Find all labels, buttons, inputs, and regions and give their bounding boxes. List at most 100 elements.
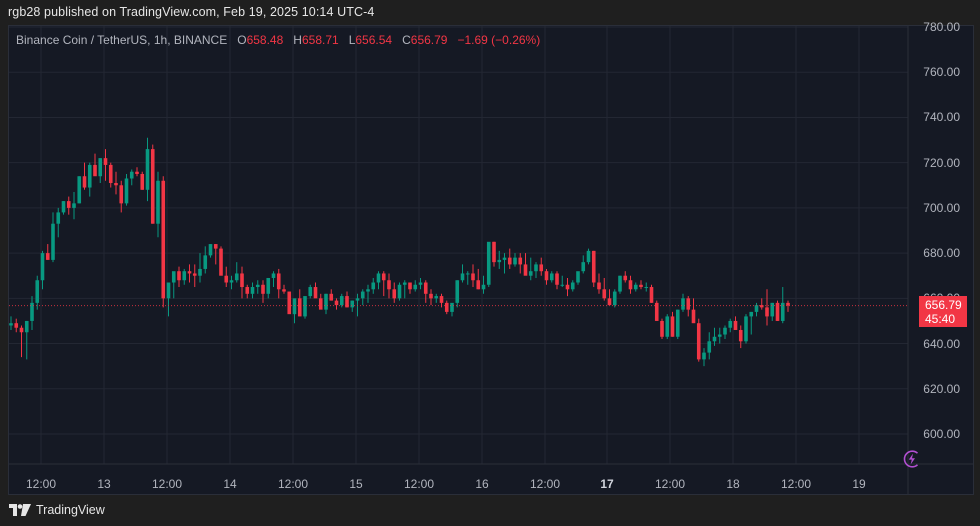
candle [14, 318, 19, 333]
candle [744, 314, 748, 344]
candle [528, 257, 533, 281]
time-tick-label: 18 [726, 477, 740, 491]
candle [108, 162, 113, 188]
candle [639, 280, 643, 290]
time-tick-label: 12:00 [654, 477, 686, 491]
candle [171, 271, 176, 299]
tradingview-logo[interactable]: TradingView [9, 503, 105, 517]
time-tick-label: 12:00 [529, 477, 561, 491]
candle [612, 289, 617, 308]
candle [738, 325, 743, 349]
candle [245, 284, 250, 299]
candle [381, 271, 386, 297]
candle [40, 250, 45, 290]
candle [786, 300, 790, 312]
candle [429, 289, 433, 306]
candle [544, 268, 549, 285]
candle [465, 271, 470, 285]
candle [276, 268, 281, 299]
time-tick-label: 19 [852, 477, 866, 491]
candle [30, 296, 34, 330]
price-tick-label: 680.00 [923, 246, 960, 261]
candle [129, 169, 134, 186]
candle [570, 280, 575, 292]
candle [780, 287, 785, 324]
candle [418, 277, 423, 290]
publisher-line: rgb28 published on TradingView.com, Feb … [8, 5, 375, 19]
candle [271, 271, 276, 288]
candle [754, 302, 759, 317]
candle [82, 162, 87, 190]
legend-change: −1.69 (−0.26%) [457, 33, 541, 47]
time-tick-label: 12:00 [151, 477, 183, 491]
time-tick-label: 12:00 [277, 477, 309, 491]
price-tick-label: 760.00 [923, 65, 960, 80]
candle [334, 298, 339, 310]
candle [513, 253, 517, 267]
candle [460, 264, 465, 283]
candle [607, 289, 612, 306]
price-tick-label: 640.00 [923, 336, 960, 351]
candle [492, 241, 496, 267]
candle [339, 293, 344, 308]
price-tick-label: 700.00 [923, 200, 960, 215]
candle [182, 268, 187, 285]
candle [114, 171, 118, 195]
candle [523, 253, 528, 276]
candle [518, 253, 523, 274]
candle [560, 275, 565, 288]
candle [723, 325, 727, 340]
candle [324, 293, 328, 315]
candle [371, 277, 376, 294]
candle [555, 271, 559, 290]
candle [765, 289, 769, 326]
candle [98, 158, 103, 184]
candle [618, 275, 622, 294]
candle [119, 180, 124, 213]
candle [471, 264, 475, 288]
candle [581, 255, 586, 274]
price-tick-label: 740.00 [923, 110, 960, 125]
candle [187, 264, 192, 283]
candle [576, 271, 580, 285]
legend-close-label: C [402, 33, 411, 47]
candle [229, 275, 234, 290]
candle [219, 246, 223, 276]
legend-close-value: 656.79 [410, 33, 448, 47]
candle [61, 201, 66, 215]
legend-high-label: H [293, 33, 302, 47]
legend-low-label: L [348, 33, 356, 47]
candle [350, 300, 355, 312]
candle [481, 275, 486, 294]
candle [261, 280, 265, 303]
last-price-value: 656.79 [925, 298, 962, 312]
candle [712, 327, 717, 346]
candle [633, 282, 638, 292]
chart-frame[interactable] [8, 25, 974, 495]
candle [56, 207, 61, 238]
candle [292, 298, 297, 324]
candle [208, 244, 213, 258]
lightning-bolt-icon[interactable] [902, 449, 922, 469]
candle [681, 293, 685, 312]
candle [224, 266, 229, 288]
candle [408, 282, 412, 294]
candle [434, 293, 439, 303]
candle [150, 144, 155, 224]
candle [717, 327, 722, 344]
candle [166, 282, 171, 317]
time-tick-label: 13 [97, 477, 111, 491]
candle [297, 289, 302, 317]
candle [177, 266, 181, 288]
candle [597, 273, 601, 294]
candle [628, 275, 633, 294]
candle [623, 271, 628, 283]
candle [670, 311, 675, 337]
candle [35, 275, 40, 310]
price-tick-label: 600.00 [923, 427, 960, 441]
candle [691, 298, 696, 324]
candle [423, 280, 428, 303]
candle [103, 149, 108, 181]
candle [534, 262, 538, 278]
